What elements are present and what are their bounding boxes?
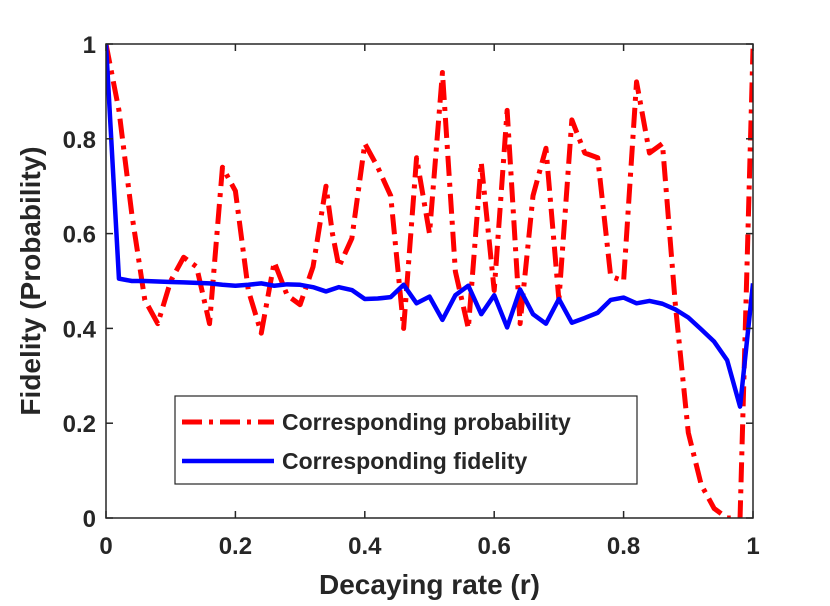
- x-tick-label: 1: [746, 533, 759, 560]
- plot-frame: [105, 43, 754, 519]
- x-tick-label: 0.4: [348, 533, 382, 560]
- y-axis-title: Fidelity (Probability): [15, 146, 46, 415]
- legend-label-probability: Corresponding probability: [282, 409, 571, 435]
- y-tick-label: 0.4: [63, 316, 97, 343]
- x-tick-label: 0.8: [607, 533, 640, 560]
- y-tick-label: 0.2: [63, 411, 96, 438]
- x-tick-label: 0.2: [219, 533, 252, 560]
- y-tick-label: 1: [83, 32, 96, 59]
- y-tick-label: 0.6: [63, 222, 96, 249]
- legend: Corresponding probability Corresponding …: [174, 395, 638, 485]
- y-tick-label: 0: [83, 506, 96, 533]
- legend-label-fidelity: Corresponding fidelity: [282, 448, 528, 474]
- y-tick-label: 0.8: [63, 127, 96, 154]
- legend-box: [174, 395, 638, 485]
- fidelity-series-line: [106, 44, 753, 409]
- x-tick-label: 0.6: [478, 533, 511, 560]
- x-axis-title: Decaying rate (r): [319, 569, 540, 600]
- probability-series-line: [106, 44, 753, 518]
- x-tick-label: 0: [99, 533, 112, 560]
